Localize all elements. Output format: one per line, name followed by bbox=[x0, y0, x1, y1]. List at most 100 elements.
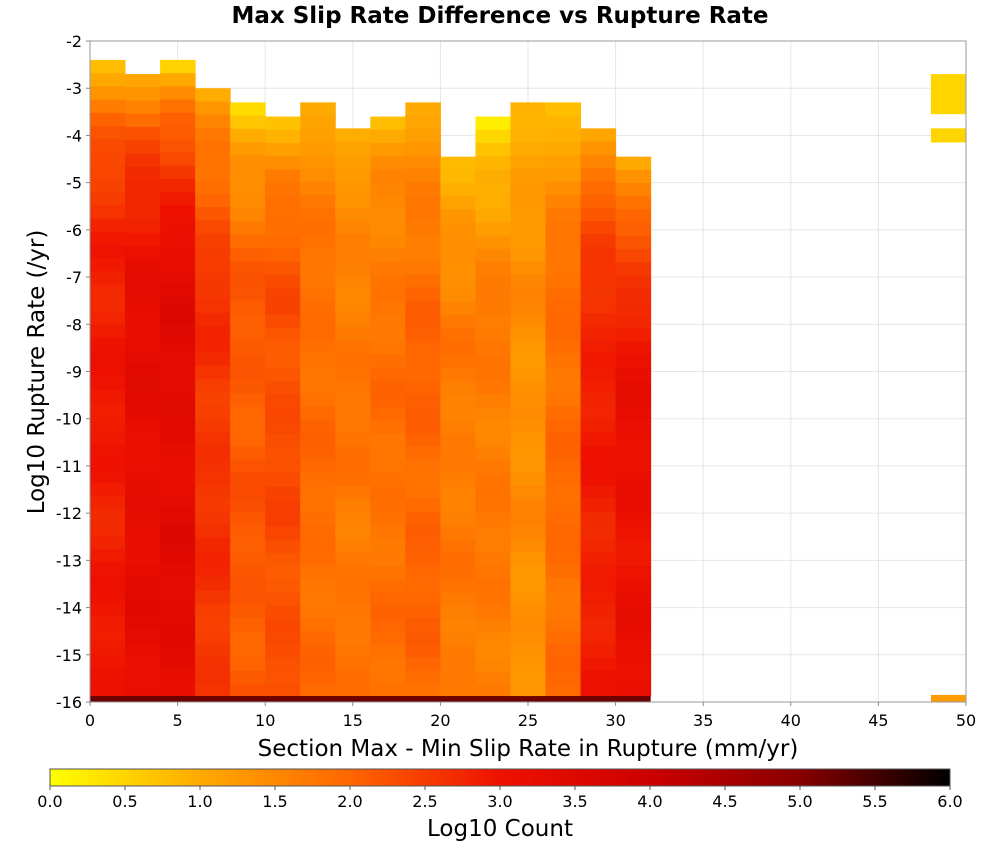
heatmap-cell bbox=[265, 288, 301, 303]
heatmap-cell bbox=[300, 472, 336, 487]
heatmap-cell bbox=[510, 644, 547, 659]
heatmap-cell bbox=[510, 261, 547, 275]
heatmap-cell bbox=[335, 247, 371, 262]
heatmap-cell bbox=[335, 154, 371, 169]
heatmap-cell bbox=[580, 524, 617, 539]
heatmap-cell bbox=[90, 416, 126, 431]
heatmap-cell bbox=[160, 522, 196, 537]
heatmap-cell bbox=[125, 417, 161, 432]
heatmap-cell bbox=[405, 393, 441, 407]
heatmap-cell bbox=[90, 311, 126, 325]
heatmap-cell bbox=[475, 248, 511, 263]
heatmap-cell bbox=[90, 218, 126, 233]
heatmap-cell bbox=[195, 617, 231, 631]
heatmap-cell bbox=[335, 551, 371, 566]
heatmap-cell bbox=[510, 247, 547, 262]
heatmap-cell bbox=[475, 235, 511, 250]
heatmap-cell bbox=[335, 339, 371, 354]
heatmap-cell bbox=[300, 459, 336, 474]
heatmap-cell bbox=[615, 275, 652, 290]
heatmap-cell bbox=[475, 209, 511, 223]
heatmap-cell bbox=[615, 302, 652, 316]
heatmap-cell bbox=[125, 206, 161, 220]
heatmap-cell bbox=[90, 430, 126, 444]
heatmap-cell bbox=[440, 394, 476, 409]
heatmap-cell bbox=[265, 671, 301, 686]
heatmap-cell bbox=[90, 284, 126, 299]
heatmap-cell bbox=[300, 419, 336, 434]
heatmap-cell bbox=[615, 222, 652, 237]
heatmap-cell bbox=[195, 127, 231, 142]
heatmap-cell bbox=[265, 275, 301, 289]
heatmap-cell bbox=[160, 430, 196, 444]
heatmap-cell bbox=[580, 168, 617, 182]
heatmap-cell bbox=[125, 113, 161, 128]
heatmap-cell bbox=[475, 314, 511, 329]
heatmap-cell bbox=[370, 209, 406, 223]
heatmap-cell bbox=[475, 526, 511, 541]
heatmap-cell bbox=[370, 248, 406, 263]
heatmap-cell bbox=[230, 644, 266, 659]
heatmap-cell bbox=[265, 566, 301, 580]
heatmap-cell bbox=[475, 116, 511, 131]
heatmap-cell bbox=[335, 485, 371, 500]
heatmap-cell bbox=[405, 631, 441, 645]
heatmap-cell bbox=[580, 234, 617, 248]
heatmap-cell bbox=[370, 288, 406, 303]
heatmap-cell bbox=[265, 367, 301, 382]
heatmap-cell bbox=[160, 482, 196, 497]
heatmap-cell bbox=[195, 246, 231, 261]
heatmap-cell bbox=[510, 446, 547, 460]
heatmap-cell bbox=[265, 499, 301, 514]
heatmap-cell bbox=[545, 261, 582, 275]
heatmap-cell bbox=[90, 522, 126, 537]
heatmap-cell bbox=[370, 235, 406, 250]
heatmap-cell bbox=[230, 657, 266, 672]
heatmap-cell bbox=[370, 129, 406, 144]
heatmap-cell bbox=[545, 366, 582, 381]
heatmap-cell bbox=[265, 486, 301, 501]
colorbar-ticks: 0.0 0.5 1.0 1.5 2.0 2.5 3.0 3.5 4.0 4.5 5.0 5.5 6.0 bbox=[37, 786, 963, 811]
heatmap-cell bbox=[475, 354, 511, 369]
heatmap-cell bbox=[475, 685, 511, 697]
heatmap-cell bbox=[230, 591, 266, 606]
colorbar-tick-label: 1.0 bbox=[187, 792, 212, 811]
colorbar-tick-label: 0.0 bbox=[37, 792, 62, 811]
heatmap-cell bbox=[335, 657, 371, 671]
heatmap-cell bbox=[125, 497, 161, 511]
heatmap-cell bbox=[230, 274, 266, 288]
heatmap-cell bbox=[405, 670, 441, 685]
heatmap-cell bbox=[160, 363, 196, 378]
heatmap-cell bbox=[510, 287, 547, 302]
heatmap-cell bbox=[195, 220, 231, 235]
heatmap-cell bbox=[265, 513, 301, 527]
heatmap-cell bbox=[300, 393, 336, 407]
heatmap-cell bbox=[440, 421, 476, 435]
x-tick-label: 15 bbox=[343, 711, 363, 730]
heatmap-cell bbox=[615, 526, 652, 541]
heatmap-cell bbox=[615, 368, 652, 382]
heatmap-cell bbox=[265, 645, 301, 660]
heatmap-cell bbox=[300, 617, 336, 632]
heatmap-cell bbox=[440, 619, 476, 634]
heatmap-cell bbox=[265, 301, 301, 316]
heatmap-cell bbox=[265, 341, 301, 356]
heatmap-cell bbox=[90, 112, 126, 127]
colorbar-tick-label: 3.5 bbox=[562, 792, 587, 811]
heatmap-cell bbox=[230, 565, 266, 579]
heatmap-cell bbox=[230, 459, 266, 474]
heatmap-cell bbox=[370, 222, 406, 237]
x-axis-label: Section Max - Min Slip Rate in Rupture (… bbox=[258, 736, 799, 762]
heatmap-cell bbox=[510, 657, 547, 672]
heatmap-cell bbox=[125, 629, 161, 644]
heatmap-cell bbox=[195, 537, 231, 552]
heatmap-cell bbox=[580, 326, 617, 341]
heatmap-cell bbox=[160, 469, 196, 484]
heatmap-cell bbox=[335, 392, 371, 407]
heatmap-cell bbox=[440, 209, 476, 224]
heatmap-cell bbox=[195, 683, 231, 697]
heatmap-cell bbox=[440, 183, 476, 197]
heatmap-cell bbox=[580, 260, 617, 275]
heatmap-cell bbox=[545, 274, 582, 288]
heatmap-cell bbox=[230, 234, 266, 249]
